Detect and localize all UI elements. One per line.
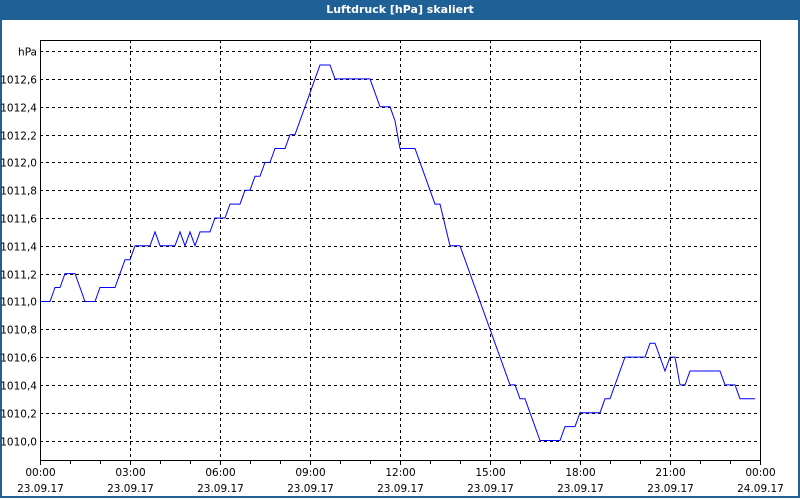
x-tick-date: 23.09.17 — [287, 483, 334, 495]
y-tick-label: 1012,2 — [0, 131, 37, 143]
y-tick-label: 1012,6 — [0, 75, 37, 87]
x-tick-date: 23.09.17 — [377, 483, 424, 495]
y-tick-label: 1010,0 — [0, 437, 37, 449]
x-tick-time: 00:00 — [745, 467, 775, 479]
x-tick-date: 23.09.17 — [107, 483, 154, 495]
y-tick-label: 1012,0 — [0, 158, 37, 170]
x-tick-time: 00:00 — [25, 467, 55, 479]
x-tick-time: 12:00 — [385, 467, 415, 479]
y-tick-label: 1010,8 — [0, 325, 37, 337]
y-tick-label: 1011,4 — [0, 242, 37, 254]
y-tick-label: 1010,4 — [0, 381, 37, 393]
y-tick-label: 1010,2 — [0, 409, 37, 421]
x-tick-time: 03:00 — [115, 467, 145, 479]
x-tick-time: 09:00 — [295, 467, 325, 479]
y-tick-label: 1011,6 — [0, 214, 37, 226]
y-tick-label: 1011,8 — [0, 186, 37, 198]
x-tick-date: 23.09.17 — [647, 483, 694, 495]
window-title: Luftdruck [hPa] skaliert — [0, 0, 800, 20]
y-tick-label: 1011,2 — [0, 270, 37, 282]
y-axis-unit-label: hPa — [18, 47, 37, 59]
x-tick-time: 18:00 — [565, 467, 595, 479]
x-tick-time: 06:00 — [205, 467, 235, 479]
pressure-line — [40, 64, 755, 441]
x-tick-date: 23.09.17 — [557, 483, 604, 495]
x-tick-date: 23.09.17 — [17, 483, 64, 495]
x-tick-time: 15:00 — [475, 467, 505, 479]
y-tick-label: 1011,0 — [0, 297, 37, 309]
y-tick-label: 1012,4 — [0, 103, 37, 115]
x-tick-date: 23.09.17 — [197, 483, 244, 495]
x-tick-time: 21:00 — [655, 467, 685, 479]
plot-frame — [40, 40, 761, 461]
x-tick-date: 24.09.17 — [737, 483, 784, 495]
x-tick-date: 23.09.17 — [467, 483, 514, 495]
y-tick-label: 1010,6 — [0, 353, 37, 365]
